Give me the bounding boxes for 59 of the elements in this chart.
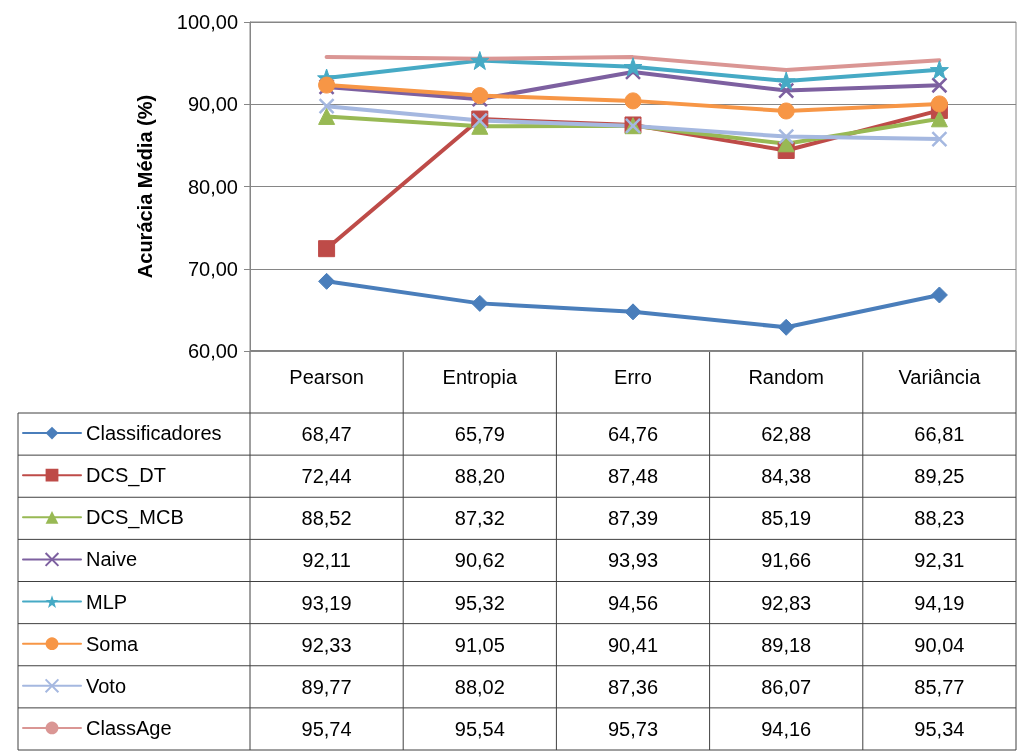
data-label: 88,20	[454, 465, 505, 488]
x-tick-label: Entropia	[442, 366, 518, 388]
data-label: 64,76	[607, 423, 659, 446]
legend-label: ClassAge	[86, 716, 172, 739]
data-label: 88,52	[301, 507, 352, 530]
data-label: 72,44	[301, 465, 352, 488]
data-label: 87,39	[607, 507, 659, 530]
data-label: 89,77	[301, 675, 352, 698]
x-tick-label: Pearson	[289, 366, 364, 388]
data-label: 95,73	[607, 717, 659, 740]
legend-label: DCS_DT	[86, 464, 167, 488]
data-label: 92,11	[302, 549, 351, 572]
data-label: 94,19	[914, 591, 965, 614]
legend-label: Soma	[86, 632, 140, 655]
data-label: 90,04	[914, 633, 965, 656]
data-label: 86,07	[761, 675, 812, 698]
data-label: 89,25	[914, 465, 965, 488]
data-label: 91,66	[761, 549, 812, 572]
data-label: 87,36	[607, 675, 659, 698]
data-label: 88,02	[454, 675, 505, 698]
y-tick-label: 70,00	[187, 257, 238, 280]
y-tick-label: 100,00	[176, 11, 238, 33]
data-label: 85,77	[914, 675, 965, 698]
data-label: 90,41	[607, 633, 659, 656]
data-label: 87,32	[454, 507, 505, 530]
legend-label: MLP	[86, 590, 128, 613]
data-label: 68,47	[301, 423, 352, 446]
legend-label: Voto	[86, 674, 127, 697]
data-label: 95,34	[914, 717, 965, 740]
y-tick-label: 60,00	[187, 340, 238, 362]
data-label: 62,88	[761, 423, 812, 446]
data-label: 87,48	[607, 465, 659, 488]
data-label: 94,56	[607, 591, 659, 614]
data-label: 95,32	[454, 591, 505, 614]
data-label: 93,93	[607, 549, 659, 572]
data-label: 89,18	[761, 633, 812, 656]
x-tick-label: Random	[748, 366, 824, 388]
legend-label: DCS_MCB	[86, 506, 184, 530]
data-label: 88,23	[914, 507, 965, 530]
data-label: 90,62	[454, 549, 505, 572]
data-label: 91,05	[454, 633, 505, 656]
data-label: 92,33	[301, 633, 352, 656]
legend-label: Classificadores	[86, 422, 222, 445]
data-label: 95,74	[301, 717, 352, 740]
legend-label: Naive	[86, 548, 138, 571]
data-label: 92,83	[761, 591, 812, 614]
data-label: 94,16	[761, 717, 812, 740]
y-tick-label: 80,00	[187, 175, 238, 198]
data-label: 84,38	[761, 465, 812, 488]
data-label: 66,81	[914, 423, 965, 446]
data-label: 85,19	[761, 507, 812, 530]
data-label: 95,54	[454, 717, 505, 740]
data-label: 93,19	[301, 591, 352, 614]
x-tick-label: Variância	[898, 366, 982, 388]
y-tick-label: 90,00	[187, 93, 238, 116]
y-axis-title: Acurácia Média (%)	[134, 94, 156, 279]
x-tick-label: Erro	[614, 366, 652, 388]
data-label: 92,31	[914, 549, 965, 572]
data-label: 65,79	[454, 423, 505, 446]
